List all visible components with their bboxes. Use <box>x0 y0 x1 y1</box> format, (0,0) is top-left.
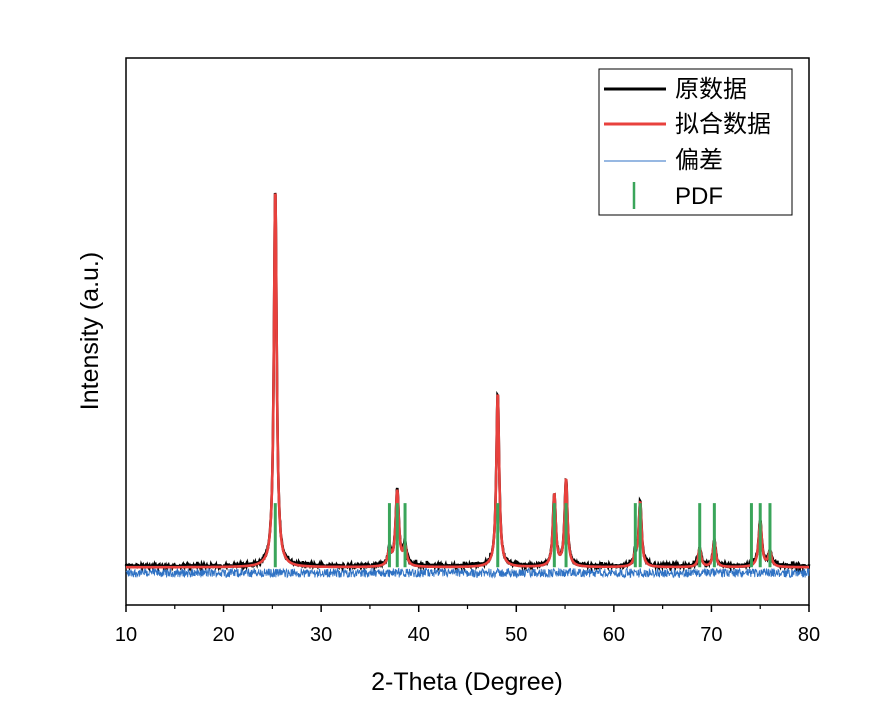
x-tick-label: 70 <box>700 624 722 646</box>
legend-pdf-label: PDF <box>675 183 723 210</box>
x-axis-ticks: 10 20 30 40 50 60 70 80 <box>115 605 820 646</box>
pdf-markers <box>273 503 772 568</box>
x-tick-label: 50 <box>505 624 527 646</box>
series-layer <box>124 192 811 579</box>
x-tick-label: 80 <box>798 624 820 646</box>
x-tick-label: 60 <box>603 624 625 646</box>
y-axis-title: Intensity (a.u.) <box>76 252 104 410</box>
raw-data-series-line <box>124 192 811 573</box>
legend-diff-label: 偏差 <box>675 147 723 174</box>
x-tick-label: 10 <box>115 624 137 646</box>
legend-raw-label: 原数据 <box>675 76 747 103</box>
difference-series-line <box>125 567 810 579</box>
x-tick-label: 20 <box>212 624 234 646</box>
x-tick-label: 40 <box>408 624 430 646</box>
legend-fit-label: 拟合数据 <box>675 111 771 138</box>
x-axis-title: 2-Theta (Degree) <box>371 668 563 696</box>
legend: 原数据 拟合数据 偏差 PDF <box>598 68 793 216</box>
fit-data-series-line <box>126 193 810 569</box>
x-tick-label: 30 <box>310 624 332 646</box>
legend-box <box>598 68 793 216</box>
